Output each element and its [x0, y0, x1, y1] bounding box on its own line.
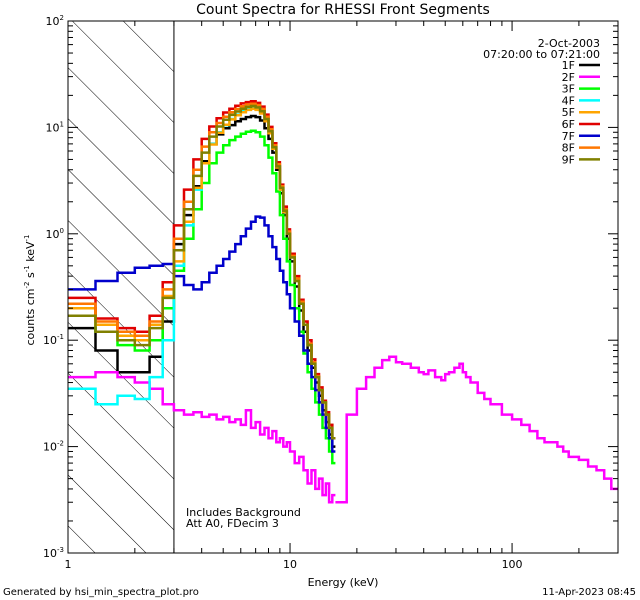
- y-tick-label: 101: [46, 120, 64, 134]
- legend-label-3F: 3F: [562, 83, 575, 96]
- y-tick-label: 10-1: [43, 333, 64, 347]
- legend-label-1F: 1F: [562, 59, 575, 72]
- x-tick-label: 10: [283, 558, 297, 571]
- annotation-attenuator: Att A0, FDecim 3: [186, 517, 279, 530]
- legend-label-7F: 7F: [562, 130, 575, 143]
- series-2F-line: [68, 370, 336, 504]
- footer-generated-by: Generated by hsi_min_spectra_plot.pro: [3, 587, 199, 598]
- time-range: 07:20:00 to 07:21:00: [483, 48, 600, 61]
- chart-title: Count Spectra for RHESSI Front Segments: [196, 2, 490, 18]
- series-7F-line: [68, 215, 336, 453]
- annotation-background: Includes Background: [186, 506, 301, 519]
- y-tick-label: 10-3: [43, 546, 64, 560]
- legend-label-2F: 2F: [562, 71, 575, 84]
- y-tick-label: 10-2: [43, 440, 64, 454]
- legend-label-6F: 6F: [562, 118, 575, 131]
- x-tick-label: 100: [502, 558, 523, 571]
- legend-label-5F: 5F: [562, 106, 575, 119]
- axis-ticks: 1 10 100 102 101 100 10-1 10-2 10-3: [43, 14, 619, 571]
- y-tick-label: 102: [46, 14, 64, 28]
- hatched-excluded-region: [68, 21, 174, 553]
- legend-label-8F: 8F: [562, 142, 575, 155]
- observation-date: 2-Oct-2003: [538, 37, 600, 50]
- x-axis-label: Energy (keV): [308, 576, 379, 589]
- x-tick-label: 1: [65, 558, 72, 571]
- series-3F-line: [68, 129, 336, 465]
- legend-label-4F: 4F: [562, 94, 575, 107]
- footer-timestamp: 11-Apr-2023 08:45: [542, 587, 636, 598]
- series-layer: [68, 100, 618, 504]
- y-tick-label: 100: [46, 227, 64, 241]
- series-2F-continuum-line: [335, 355, 618, 504]
- y-axis-label: counts cm-2 s-1 keV-1: [23, 235, 37, 346]
- plot-frame: [67, 20, 619, 554]
- series-9F-line: [68, 104, 336, 440]
- legend-label-9F: 9F: [562, 153, 575, 166]
